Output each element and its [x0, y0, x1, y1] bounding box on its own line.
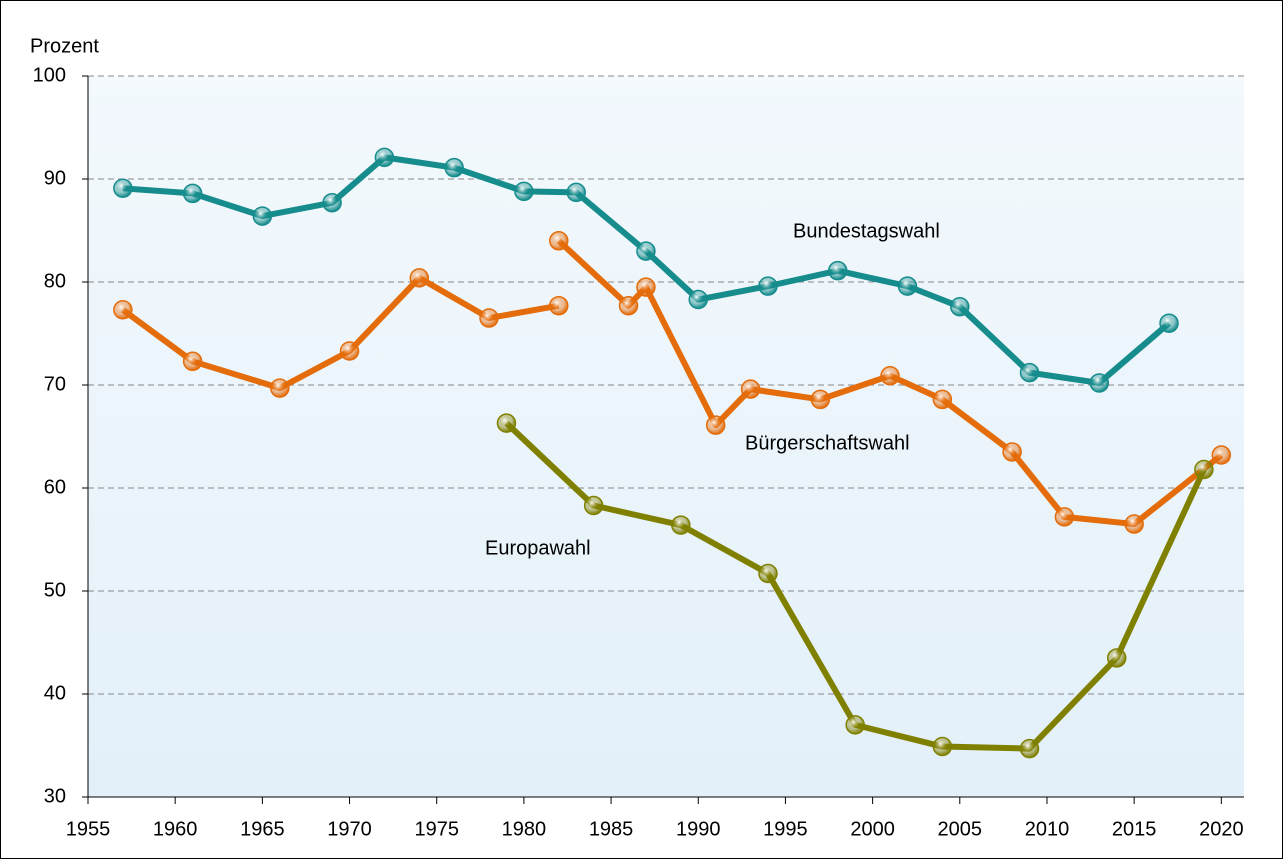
- data-point: [270, 378, 290, 398]
- data-point: [1106, 648, 1127, 668]
- y-tick-label: 100: [33, 64, 66, 86]
- x-tick-label: 2015: [1112, 818, 1157, 840]
- data-point: [810, 389, 831, 410]
- data-point: [932, 736, 953, 757]
- data-point: [1159, 313, 1179, 333]
- data-point: [827, 260, 848, 281]
- series-label: Europawahl: [485, 537, 591, 559]
- data-point: [549, 231, 569, 251]
- data-point: [1194, 459, 1214, 480]
- y-tick-label: 50: [44, 579, 66, 601]
- data-point: [322, 192, 342, 213]
- data-point: [514, 181, 534, 202]
- series-label: Bundestagswahl: [793, 220, 940, 242]
- data-point: [671, 515, 691, 535]
- x-tick-label: 2000: [850, 818, 895, 840]
- x-tick-label: 1980: [502, 818, 547, 840]
- data-point: [950, 296, 970, 317]
- data-point: [113, 178, 133, 199]
- data-point: [845, 715, 865, 735]
- data-point: [880, 365, 900, 386]
- data-point: [1089, 373, 1110, 393]
- data-point: [1002, 442, 1022, 462]
- data-point: [758, 563, 778, 584]
- x-tick-label: 1995: [763, 818, 808, 840]
- data-point: [252, 206, 273, 226]
- data-point: [182, 183, 203, 204]
- data-point: [444, 157, 464, 178]
- data-point: [1019, 362, 1040, 383]
- x-tick-label: 1965: [240, 818, 285, 840]
- data-point: [496, 413, 517, 433]
- x-tick-label: 1975: [414, 818, 459, 840]
- data-point: [1019, 738, 1040, 759]
- data-point: [705, 415, 726, 435]
- x-tick-label: 1985: [589, 818, 634, 840]
- data-point: [688, 289, 709, 310]
- data-point: [636, 241, 656, 261]
- x-tick-label: 2020: [1199, 818, 1244, 840]
- x-tick-label: 1970: [327, 818, 372, 840]
- x-tick-label: 1955: [66, 818, 111, 840]
- data-point: [549, 295, 569, 316]
- y-tick-label: 70: [44, 373, 66, 395]
- data-point: [479, 308, 499, 328]
- data-point: [1054, 507, 1075, 527]
- y-tick-label: 60: [44, 476, 66, 498]
- y-tick-label: 90: [44, 167, 66, 189]
- data-point: [566, 182, 586, 203]
- data-point: [1211, 445, 1232, 465]
- y-tick-label: 30: [44, 785, 66, 807]
- data-point: [1124, 514, 1144, 534]
- data-point: [339, 341, 360, 361]
- data-point: [897, 276, 918, 296]
- x-tick-label: 2010: [1025, 818, 1070, 840]
- x-tick-label: 2005: [938, 818, 983, 840]
- data-point: [113, 300, 133, 320]
- data-point: [618, 295, 639, 316]
- series-label: Bürgerschaftswahl: [745, 432, 910, 454]
- data-point: [374, 147, 395, 168]
- x-tick-label: 1960: [153, 818, 198, 840]
- plot-area: [88, 76, 1244, 797]
- data-point: [740, 379, 761, 399]
- y-tick-label: 80: [44, 270, 66, 292]
- data-point: [182, 351, 203, 372]
- data-point: [636, 277, 656, 297]
- data-point: [409, 268, 430, 288]
- y-axis-label: Prozent: [30, 35, 99, 57]
- data-point: [758, 276, 778, 296]
- data-point: [932, 389, 953, 410]
- y-tick-label: 40: [44, 682, 66, 704]
- data-point: [583, 495, 604, 516]
- x-tick-label: 1990: [676, 818, 721, 840]
